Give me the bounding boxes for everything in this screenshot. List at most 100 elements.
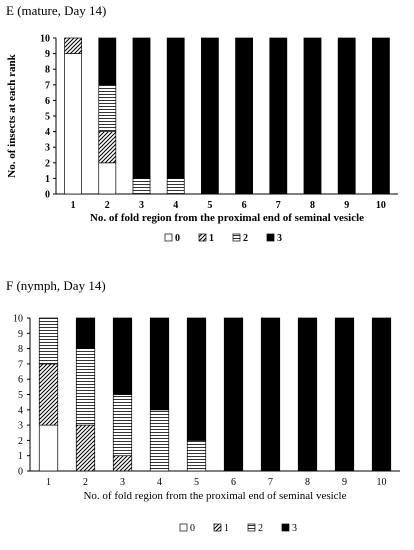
y-tick-label: 9 (18, 329, 23, 340)
x-tick-label: 1 (71, 200, 76, 211)
bar-segment-rank-1 (98, 131, 117, 164)
bar-segment-rank-3 (112, 317, 133, 395)
x-tick-label: 2 (105, 200, 110, 211)
x-axis-label: No. of fold region from the proximal end… (83, 490, 346, 502)
legend-swatch-rank-3 (281, 523, 290, 532)
stacked-bar-chart-f: 0 1 2 3 4 5 6 7 8 9 10 1 2 3 4 5 6 7 8 9 10 No. of fold regio… (13, 314, 400, 534)
bar-segment-rank-2 (98, 84, 117, 132)
bar-segment-rank-3 (372, 37, 390, 195)
y-tick-label: 5 (45, 112, 50, 123)
bar-segment-rank-3 (371, 317, 392, 472)
bar-segment-rank-2 (112, 394, 133, 457)
chart-panel-f: F (nymph, Day 14) 0 1 2 3 4 5 6 7 8 9 10 1 2 3 4 5 6 7 8 9 1… (0, 275, 414, 550)
bar-segment-rank-3 (303, 37, 322, 195)
y-tick-label: 10 (40, 34, 50, 45)
chart-title-e: E (mature, Day 14) (6, 3, 107, 18)
y-tick-label: 8 (18, 344, 23, 355)
bar-segment-rank-1 (38, 363, 59, 426)
y-tick-label: 7 (18, 359, 23, 370)
bar-segment-rank-1 (112, 455, 133, 472)
x-tick-label: 3 (139, 200, 144, 211)
bar-segment-rank-0 (38, 424, 59, 472)
y-tick-label: 3 (18, 421, 23, 432)
legend-swatch-rank-2 (232, 233, 241, 242)
y-tick-label: 5 (18, 390, 23, 401)
y-axis-label: No. of insects at each rank (6, 53, 18, 177)
legend-label: 2 (258, 523, 263, 534)
y-tick-label: 2 (45, 158, 50, 169)
bar-segment-rank-2 (149, 409, 170, 472)
bar-segment-rank-0 (64, 53, 83, 195)
bar-segment-rank-3 (260, 317, 281, 472)
x-tick-label: 8 (305, 477, 310, 488)
legend-swatch-rank-3 (266, 233, 275, 242)
bar-segment-rank-3 (149, 317, 170, 411)
y-tick-label: 3 (45, 143, 50, 154)
x-tick-label: 9 (344, 200, 349, 211)
legend-swatch-rank-0 (179, 523, 188, 532)
legend-label: 1 (224, 523, 229, 534)
legend-label: 3 (277, 233, 282, 244)
bar-segment-rank-3 (75, 317, 96, 349)
bar-segment-rank-3 (132, 37, 151, 179)
x-tick-label: 10 (376, 200, 386, 211)
x-tick-label: 5 (194, 477, 199, 488)
bar-segment-rank-3 (186, 317, 207, 441)
y-tick-label: 0 (18, 467, 23, 478)
y-tick-label: 6 (45, 96, 50, 107)
legend-swatch-rank-1 (213, 523, 222, 532)
legend-swatch-rank-2 (247, 523, 256, 532)
bar-segment-rank-2 (75, 348, 96, 426)
x-tick-label: 5 (207, 200, 212, 211)
x-tick-label: 2 (83, 477, 88, 488)
bar-segment-rank-3 (269, 37, 288, 195)
bar-segment-rank-3 (337, 37, 356, 195)
y-tick-label: 4 (45, 127, 50, 138)
x-tick-label: 6 (242, 200, 247, 211)
y-tick-label: 4 (18, 405, 23, 416)
bar-segment-rank-2 (166, 178, 185, 195)
y-tick-label: 1 (45, 174, 50, 185)
y-tick-label: 10 (13, 314, 23, 325)
x-tick-label: 4 (173, 200, 178, 211)
bar-segment-rank-2 (132, 178, 151, 195)
chart-panel-e: E (mature, Day 14) 0 1 2 3 4 5 6 7 8 9 10 No. of in… (6, 3, 398, 244)
x-tick-label: 3 (120, 477, 125, 488)
x-tick-label: 7 (268, 477, 273, 488)
bar-segment-rank-3 (223, 317, 244, 472)
y-tick-label: 6 (18, 375, 23, 386)
bar-segment-rank-3 (201, 37, 219, 195)
x-axis-label: No. of fold region from the proximal end… (90, 212, 364, 224)
chart-title-f: F (nymph, Day 14) (6, 278, 106, 293)
bar-segment-rank-3 (334, 317, 355, 472)
y-tick-label: 9 (45, 49, 50, 60)
legend-label: 2 (243, 233, 248, 244)
bar-segment-rank-0 (98, 162, 117, 195)
bar-segment-rank-3 (98, 37, 117, 86)
x-tick-label: 8 (310, 200, 315, 211)
y-tick-label: 1 (18, 451, 23, 462)
bar-segment-rank-3 (297, 317, 318, 472)
bar-segment-rank-1 (75, 424, 96, 472)
bar-segment-rank-3 (235, 37, 254, 195)
x-tick-label: 9 (342, 477, 347, 488)
y-tick-label: 0 (45, 190, 50, 201)
legend-label: 0 (190, 523, 195, 534)
legend-swatch-rank-1 (198, 233, 207, 242)
bar-segment-rank-2 (186, 440, 207, 472)
chart-legend: 0 1 2 3 (164, 233, 282, 244)
y-tick-label: 8 (45, 65, 50, 76)
legend-swatch-rank-0 (164, 233, 173, 242)
x-tick-label: 4 (157, 477, 162, 488)
bar-segment-rank-2 (38, 317, 59, 365)
legend-label: 1 (209, 233, 214, 244)
legend-label: 0 (175, 233, 180, 244)
bar-segment-rank-3 (166, 37, 185, 179)
x-tick-label: 6 (231, 477, 236, 488)
x-tick-label: 10 (377, 477, 387, 488)
x-tick-label: 7 (276, 200, 281, 211)
legend-label: 3 (292, 523, 297, 534)
y-tick-label: 7 (45, 80, 50, 91)
y-tick-label: 2 (18, 436, 23, 447)
